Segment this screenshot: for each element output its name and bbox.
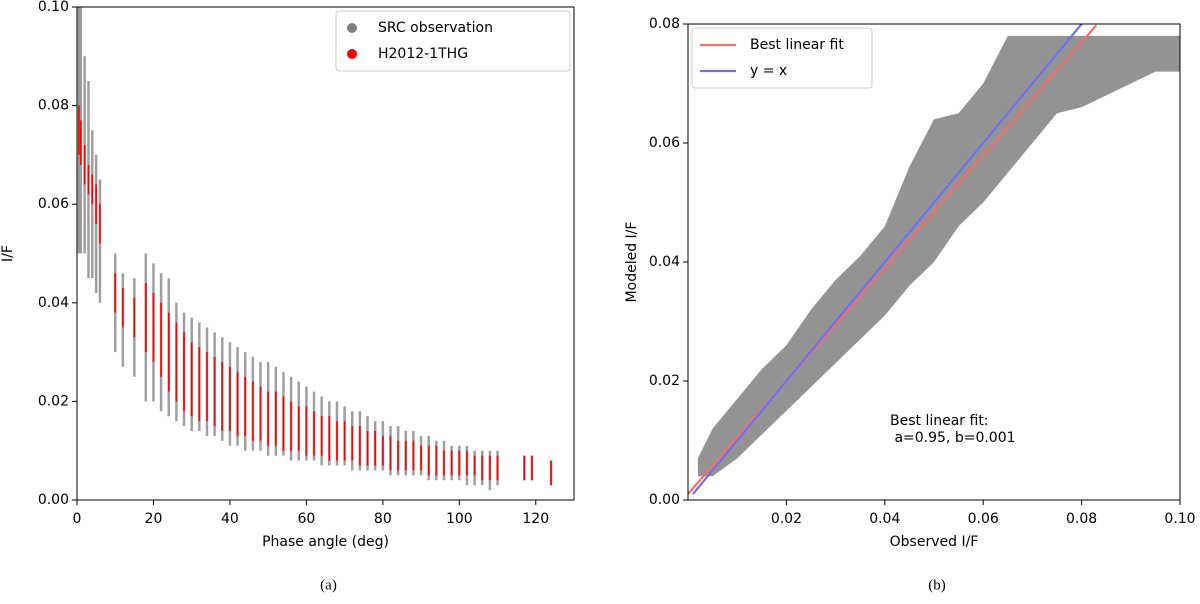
y-axis-label: Modeled I/F xyxy=(624,222,640,303)
y-tick-label: 0.04 xyxy=(38,295,69,311)
axes-frame xyxy=(76,6,575,501)
line xyxy=(692,24,1083,495)
panel: Best linear fit: a=0.95, b=0.001 0.02 0.04… xyxy=(624,16,1196,593)
legend-label: y = x xyxy=(750,63,787,79)
x-tick-label: 0.08 xyxy=(1066,511,1097,527)
x-tick-label: 0.10 xyxy=(1164,511,1195,527)
y-tick-label: 0.02 xyxy=(649,373,680,389)
y-tick-label: 0.02 xyxy=(38,393,69,409)
x-tick-label: 80 xyxy=(374,511,392,527)
x-tick-label: 0.06 xyxy=(968,511,999,527)
y-tick-label: 0.08 xyxy=(649,16,680,32)
x-axis-label: Observed I/F xyxy=(890,534,979,550)
y-tick-label: 0.08 xyxy=(38,98,69,114)
y-tick-label: 0.04 xyxy=(649,254,680,270)
y-tick-label: 0.06 xyxy=(38,196,69,212)
x-tick-label: 0.02 xyxy=(771,511,802,527)
x-tick-label: 60 xyxy=(297,511,315,527)
y-axis-label: I/F xyxy=(0,245,16,262)
x-tick-label: 120 xyxy=(522,511,549,527)
annotation: a=0.95, b=0.001 xyxy=(890,430,1016,446)
y-tick-label: 0.06 xyxy=(649,135,680,151)
legend-label: Best linear fit xyxy=(750,37,844,53)
legend-label: SRC observation xyxy=(378,20,493,36)
legend-marker xyxy=(347,23,357,33)
x-tick-label: 20 xyxy=(145,511,163,527)
legend-label: H2012-1THG xyxy=(378,46,468,62)
y-tick-label: 0.00 xyxy=(649,492,680,508)
panel: 0 20 40 60 80 100 120 0.00 0.02 0.04 0.06 0.08 0.10 P… xyxy=(0,0,575,593)
x-tick-label: 0.04 xyxy=(869,511,900,527)
y-tick-label: 0.10 xyxy=(38,0,69,15)
legend-box xyxy=(335,10,571,72)
x-tick-label: 0 xyxy=(73,511,82,527)
caption: (b) xyxy=(928,577,946,593)
x-tick-label: 100 xyxy=(446,511,473,527)
scatter-cloud xyxy=(697,35,1180,477)
annotation: Best linear fit: xyxy=(890,413,989,429)
caption: (a) xyxy=(320,577,337,593)
y-tick-label: 0.00 xyxy=(38,492,69,508)
plot-area xyxy=(77,7,553,491)
legend-box xyxy=(691,27,873,89)
legend-marker xyxy=(347,49,357,59)
plot-area xyxy=(688,24,1180,495)
x-tick-label: 40 xyxy=(221,511,239,527)
legend: SRC observation H2012-1THG xyxy=(335,10,571,72)
x-axis-label: Phase angle (deg) xyxy=(262,534,389,550)
line xyxy=(688,24,1098,495)
legend: Best linear fit y = x xyxy=(691,27,873,89)
